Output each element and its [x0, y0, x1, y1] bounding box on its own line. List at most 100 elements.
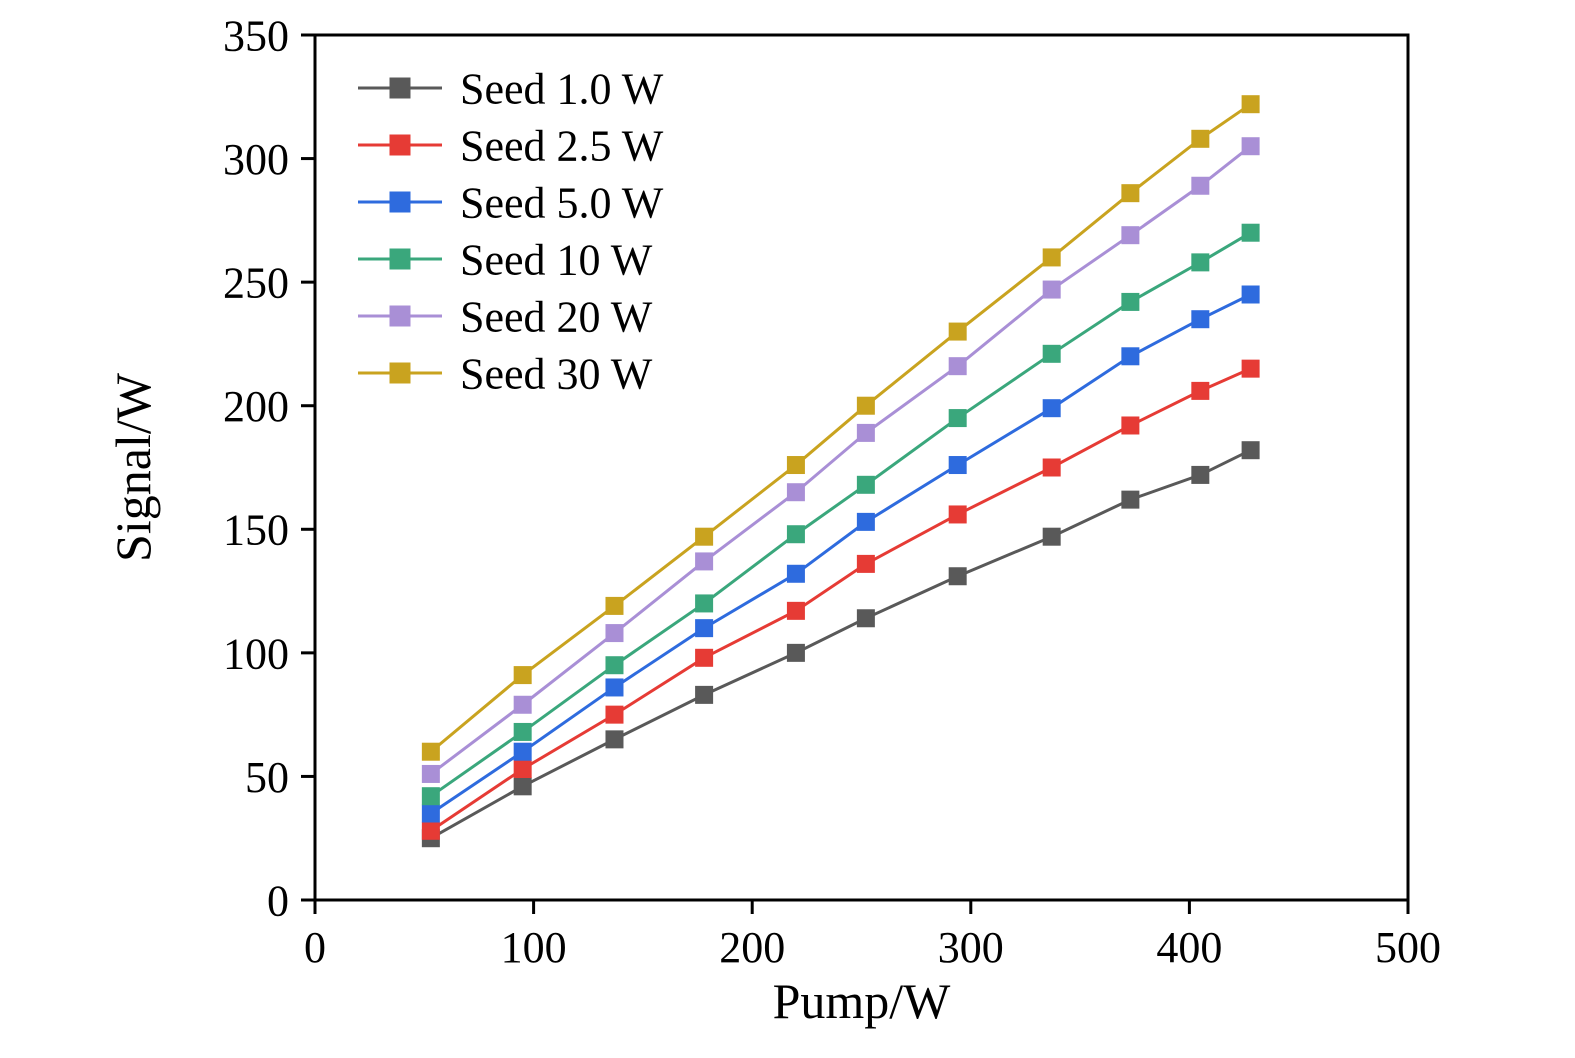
legend-label: Seed 1.0 W — [460, 64, 664, 113]
data-point-marker — [513, 742, 532, 761]
data-point-marker — [948, 505, 967, 524]
series-lines — [421, 95, 1260, 848]
legend-marker — [389, 305, 411, 327]
data-point-marker — [786, 564, 805, 583]
legend-label: Seed 30 W — [460, 349, 653, 398]
data-point-marker — [1121, 490, 1140, 509]
data-point-marker — [1121, 226, 1140, 245]
series-seed-30-w — [421, 95, 1260, 761]
y-tick-label: 350 — [223, 11, 289, 60]
series-seed-2-5-w — [421, 359, 1260, 840]
legend: Seed 1.0 W Seed 2.5 W Seed 5.0 W Seed 10 W S… — [358, 64, 664, 398]
data-point-marker — [513, 760, 532, 779]
data-point-marker — [1241, 137, 1260, 156]
data-point-marker — [605, 730, 624, 749]
legend-marker — [389, 191, 411, 213]
x-tick-label: 0 — [304, 923, 326, 972]
series-seed-10-w — [421, 223, 1260, 806]
data-point-marker — [1191, 310, 1210, 329]
legend-item: Seed 10 W — [358, 235, 653, 284]
data-point-marker — [1241, 95, 1260, 114]
data-point-marker — [1241, 441, 1260, 460]
data-point-marker — [1121, 292, 1140, 311]
legend-label: Seed 2.5 W — [460, 121, 664, 170]
data-point-marker — [605, 656, 624, 675]
data-point-marker — [1191, 253, 1210, 272]
data-point-marker — [948, 322, 967, 341]
data-point-marker — [856, 475, 875, 494]
data-point-marker — [856, 396, 875, 415]
y-tick-label: 100 — [223, 629, 289, 678]
data-point-marker — [856, 554, 875, 573]
x-axis-label: Pump/W — [773, 973, 952, 1029]
data-point-marker — [1042, 458, 1061, 477]
data-point-marker — [605, 678, 624, 697]
x-tick-label: 400 — [1156, 923, 1222, 972]
data-point-marker — [695, 594, 714, 613]
data-point-marker — [513, 666, 532, 685]
data-point-marker — [786, 525, 805, 544]
y-axis-label: Signal/W — [105, 372, 161, 562]
data-point-marker — [786, 483, 805, 502]
y-tick-label: 200 — [223, 382, 289, 431]
series-seed-20-w — [421, 137, 1260, 783]
legend-item: Seed 1.0 W — [358, 64, 664, 113]
data-point-marker — [1042, 399, 1061, 418]
data-point-marker — [856, 512, 875, 531]
plot-frame — [313, 33, 1410, 902]
legend-marker — [389, 248, 411, 270]
plot-border — [313, 33, 1410, 902]
axis-ticks: 0 100 200 300 400 500 0 50 100 150 200 250 300 350 — [223, 11, 1441, 972]
legend-label: Seed 5.0 W — [460, 178, 664, 227]
data-point-marker — [856, 423, 875, 442]
data-point-marker — [605, 624, 624, 643]
x-tick-label: 500 — [1375, 923, 1441, 972]
legend-label: Seed 10 W — [460, 235, 653, 284]
data-point-marker — [695, 527, 714, 546]
data-point-marker — [948, 456, 967, 475]
series-line — [430, 367, 1252, 833]
data-point-marker — [1121, 416, 1140, 435]
data-point-marker — [1241, 359, 1260, 378]
data-point-marker — [513, 777, 532, 796]
legend-label: Seed 20 W — [460, 292, 653, 341]
legend-item: Seed 2.5 W — [358, 121, 664, 170]
data-point-marker — [695, 685, 714, 704]
data-point-marker — [1191, 381, 1210, 400]
data-point-marker — [1042, 280, 1061, 299]
legend-marker — [389, 362, 411, 384]
data-point-marker — [695, 552, 714, 571]
data-point-marker — [421, 804, 440, 823]
data-point-marker — [786, 456, 805, 475]
x-tick-label: 200 — [719, 923, 785, 972]
data-point-marker — [421, 821, 440, 840]
data-point-marker — [1191, 176, 1210, 195]
data-point-marker — [1042, 527, 1061, 546]
data-point-marker — [786, 601, 805, 620]
legend-item: Seed 5.0 W — [358, 178, 664, 227]
data-point-marker — [513, 695, 532, 714]
legend-item: Seed 30 W — [358, 349, 653, 398]
data-point-marker — [1191, 465, 1210, 484]
data-point-marker — [605, 705, 624, 724]
data-point-marker — [695, 648, 714, 667]
series-seed-5-0-w — [421, 285, 1260, 823]
data-point-marker — [1121, 184, 1140, 203]
y-tick-label: 0 — [267, 876, 289, 925]
y-tick-label: 50 — [245, 753, 289, 802]
data-point-marker — [1042, 344, 1061, 363]
data-point-marker — [856, 609, 875, 628]
data-point-marker — [1042, 248, 1061, 267]
data-point-marker — [786, 643, 805, 662]
y-tick-label: 250 — [223, 259, 289, 308]
data-point-marker — [1241, 285, 1260, 304]
data-point-marker — [513, 722, 532, 741]
x-tick-label: 300 — [938, 923, 1004, 972]
data-point-marker — [948, 567, 967, 586]
legend-item: Seed 20 W — [358, 292, 653, 341]
legend-marker — [389, 134, 411, 156]
data-point-marker — [948, 357, 967, 376]
data-point-marker — [948, 409, 967, 428]
